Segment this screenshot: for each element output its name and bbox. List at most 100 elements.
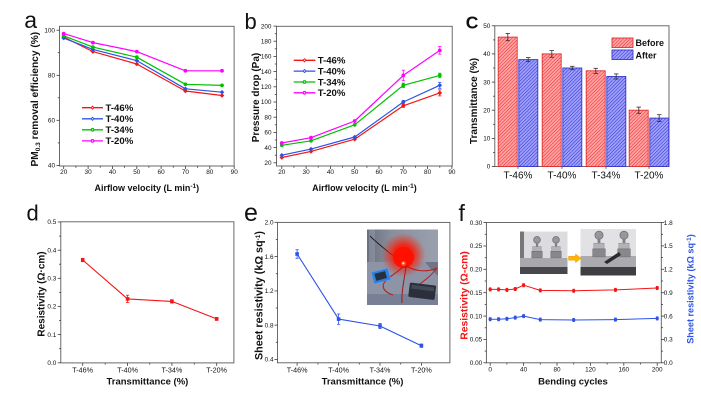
svg-text:1.6: 1.6 [265,254,274,261]
svg-text:e: e [244,199,258,227]
svg-text:Before: Before [636,38,665,48]
svg-text:0.5: 0.5 [47,219,56,226]
svg-text:Bending cycles: Bending cycles [538,376,608,387]
svg-text:Transmittance (%): Transmittance (%) [106,376,188,387]
svg-text:100: 100 [44,27,55,34]
svg-text:0.8: 0.8 [265,322,274,329]
svg-text:T-40%: T-40% [117,365,138,374]
svg-text:60: 60 [158,169,166,176]
svg-text:20: 20 [278,169,286,176]
svg-text:T-34%: T-34% [592,171,621,182]
svg-text:T-46%: T-46% [72,365,93,374]
svg-text:C: C [466,12,479,32]
svg-text:After: After [636,50,657,60]
svg-text:40: 40 [483,51,491,58]
svg-text:T-46%: T-46% [504,171,533,182]
svg-text:60: 60 [264,130,272,137]
svg-text:0.0: 0.0 [664,360,673,367]
svg-text:80: 80 [206,169,214,176]
svg-text:60: 60 [48,118,56,125]
svg-text:160: 160 [261,54,272,61]
svg-text:30: 30 [85,169,93,176]
svg-text:70: 70 [182,169,190,176]
svg-text:10: 10 [483,136,491,143]
svg-text:200: 200 [652,366,663,373]
svg-text:80: 80 [48,73,56,80]
svg-text:0: 0 [487,164,491,171]
svg-text:T-20%: T-20% [411,365,432,374]
svg-text:T-20%: T-20% [206,365,227,374]
svg-text:140: 140 [261,69,272,76]
svg-text:50: 50 [483,23,491,30]
svg-text:0.2: 0.2 [47,304,56,311]
svg-text:0.4: 0.4 [265,357,274,364]
svg-text:Pressure drop (Pa): Pressure drop (Pa) [251,53,262,142]
svg-text:120: 120 [261,84,272,91]
svg-text:0.3: 0.3 [47,276,56,283]
svg-text:20: 20 [483,107,491,114]
svg-text:30: 30 [483,79,491,86]
svg-text:0.9: 0.9 [664,290,673,297]
svg-text:1.2: 1.2 [265,288,274,295]
svg-text:200: 200 [261,23,272,30]
svg-text:T-34%: T-34% [318,77,346,88]
svg-text:2.0: 2.0 [265,220,274,227]
svg-text:Sheet resistivity (kΩ sq-1): Sheet resistivity (kΩ sq-1) [686,234,696,344]
svg-text:a: a [24,7,37,33]
svg-text:40: 40 [327,169,335,176]
svg-text:T-46%: T-46% [106,103,134,114]
svg-text:0.20: 0.20 [470,267,483,274]
svg-text:60: 60 [375,169,383,176]
svg-text:T-34%: T-34% [370,365,391,374]
svg-text:80: 80 [264,114,272,121]
svg-text:T-34%: T-34% [106,125,134,136]
svg-text:T-20%: T-20% [318,88,346,99]
svg-text:d: d [27,201,39,226]
svg-text:90: 90 [231,169,239,176]
svg-text:Resistivity (Ω-cm): Resistivity (Ω-cm) [460,251,471,340]
svg-text:Resistivity (Ω·cm): Resistivity (Ω·cm) [37,251,48,336]
svg-text:40: 40 [264,145,272,152]
svg-text:100: 100 [261,99,272,106]
svg-text:0.05: 0.05 [470,337,483,344]
svg-text:40: 40 [109,169,117,176]
svg-text:40: 40 [520,366,528,373]
svg-text:0.1: 0.1 [47,332,56,339]
svg-text:0.3: 0.3 [664,337,673,344]
svg-text:T-40%: T-40% [328,365,349,374]
svg-text:180: 180 [261,38,272,45]
svg-text:b: b [245,9,257,34]
svg-text:f: f [459,200,466,226]
svg-text:0.0: 0.0 [47,360,56,367]
svg-text:Transmittance (%): Transmittance (%) [322,376,404,387]
svg-text:Airflow velocity (L min-1): Airflow velocity (L min-1) [312,183,417,193]
svg-text:40: 40 [48,163,56,170]
svg-text:T-40%: T-40% [106,114,134,125]
svg-text:Sheet resistivity (kΩ sq-1): Sheet resistivity (kΩ sq-1) [254,231,266,360]
svg-text:T-46%: T-46% [318,56,346,67]
svg-text:1.5: 1.5 [664,243,673,250]
svg-text:T-20%: T-20% [106,136,134,147]
svg-text:0.00: 0.00 [470,360,483,367]
svg-text:0.10: 0.10 [470,313,483,320]
svg-text:20: 20 [264,160,272,167]
svg-text:1.2: 1.2 [664,267,673,274]
svg-text:0.15: 0.15 [470,290,483,297]
svg-text:Airflow velocity (L min-1): Airflow velocity (L min-1) [94,183,199,193]
svg-text:160: 160 [618,366,629,373]
svg-text:0.25: 0.25 [470,243,483,250]
svg-text:70: 70 [400,169,408,176]
svg-text:0.6: 0.6 [664,313,673,320]
svg-text:50: 50 [351,169,359,176]
svg-text:T-34%: T-34% [162,365,183,374]
svg-text:30: 30 [303,169,311,176]
svg-text:20: 20 [60,169,68,176]
svg-text:PM0.3 removal efficiency (%): PM0.3 removal efficiency (%) [30,32,42,167]
svg-text:1.8: 1.8 [664,220,673,227]
svg-text:0.30: 0.30 [470,220,483,227]
svg-text:120: 120 [585,366,596,373]
svg-text:Transmittance (%): Transmittance (%) [469,58,480,144]
svg-text:T-40%: T-40% [548,171,577,182]
svg-text:80: 80 [424,169,432,176]
svg-text:80: 80 [553,366,561,373]
